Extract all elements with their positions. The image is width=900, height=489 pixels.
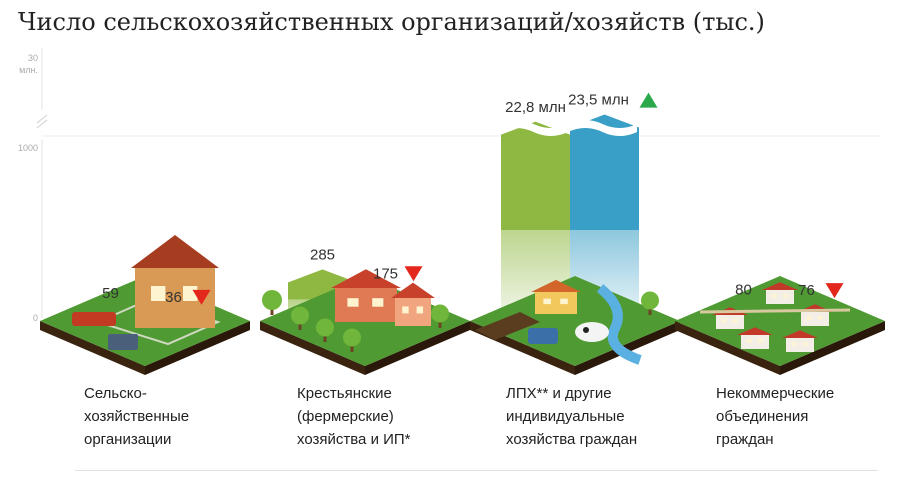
bar-solid-top — [570, 114, 639, 230]
down-arrow-icon — [192, 289, 211, 305]
farm-building-window — [151, 286, 166, 301]
river — [596, 284, 642, 365]
village-house-0-wall — [716, 315, 744, 329]
plot-tree-trunk — [648, 305, 652, 315]
farm-tree-4-crown — [343, 328, 361, 347]
chart-title: Число сельскохозяйственных организаций/х… — [18, 8, 765, 36]
village-house-0-window — [721, 319, 727, 323]
village-house-2-window — [817, 316, 823, 320]
cottage-window — [560, 298, 568, 305]
bar-break-wave — [568, 120, 637, 136]
category-label-household-plots: ЛПХ** и другие индивидуальные хозяйства гр… — [506, 385, 638, 448]
down-arrow-icon — [825, 283, 844, 299]
farm-tree-1-crown — [262, 290, 282, 310]
ground-tile-3 — [675, 276, 885, 366]
farmhouse-wall — [335, 288, 397, 322]
village-house-1-window — [782, 294, 788, 298]
cow-icon — [575, 322, 609, 342]
village-house-4-window — [791, 342, 797, 346]
farm-tree-3-trunk — [323, 332, 327, 342]
village-house-1-roof — [762, 282, 798, 290]
farmhouse-annex-window — [416, 306, 424, 314]
truck-icon — [108, 334, 138, 350]
village-house-1-wall — [766, 290, 794, 304]
village-house-3-window — [757, 339, 763, 343]
up-arrow-icon — [639, 92, 658, 108]
farm-tree-2-trunk — [298, 320, 302, 330]
farmhouse-annex-roof — [391, 282, 435, 298]
farm-tree-2-crown — [291, 306, 309, 325]
value-label: 23,5 млн — [568, 92, 629, 109]
farm-tree-5-trunk — [438, 318, 442, 328]
y-tick-label: 30 — [28, 53, 38, 63]
village-house-3-wall — [741, 335, 769, 349]
village-house-1-window — [771, 294, 777, 298]
farm-building-window — [183, 286, 198, 301]
village-house-4-roof — [782, 330, 818, 338]
ground-side — [145, 321, 250, 375]
farm-tree-5-crown — [431, 304, 449, 323]
village-house-3-window — [746, 339, 752, 343]
ground-tile-2 — [470, 276, 680, 366]
value-label: 80 — [735, 281, 752, 298]
value-labels: 59 36 285 175 22,8 млн 23,5 млн 80 76 — [102, 92, 844, 306]
y-tick-unit: млн. — [19, 65, 38, 75]
value-label: 36 — [165, 289, 182, 306]
village-house-2-window — [806, 316, 812, 320]
ground-side — [365, 321, 470, 375]
value-label: 22,8 млн — [505, 99, 566, 116]
value-label: 285 — [310, 247, 335, 264]
plot-tree-crown — [641, 291, 659, 310]
village-house-3-roof — [737, 327, 773, 335]
axis-break-mark — [36, 114, 48, 129]
combine-harvester-icon — [72, 312, 116, 326]
ground-side — [675, 321, 780, 375]
bar-solid-top — [501, 121, 570, 230]
farmhouse-annex-window — [402, 306, 409, 314]
value-label: 76 — [798, 282, 815, 299]
bar-break-wave — [499, 120, 568, 136]
cottage-wall — [535, 292, 577, 314]
y-tick-label: 0 — [33, 313, 38, 323]
plowed-field — [475, 312, 540, 340]
farmhouse-window — [347, 298, 359, 307]
category-label-agri-organizations: Сельско-хозяйственные организации — [84, 385, 190, 448]
farmhouse-window — [372, 298, 384, 307]
village-road — [699, 308, 851, 314]
ground-side — [575, 321, 680, 375]
y-axis: 0 1000 30 млн. — [18, 48, 880, 323]
village-house-4-window — [802, 342, 808, 346]
farm-building-roof — [131, 235, 219, 268]
category-label-nonprofit-unions: Некоммерческие объединения граждан — [716, 385, 835, 448]
farm-tree-4-trunk — [350, 342, 354, 352]
path-outline — [95, 298, 221, 346]
cottage-window — [543, 298, 551, 305]
farmhouse-annex-wall — [395, 298, 431, 326]
cottage-roof — [531, 279, 581, 292]
village-house-0-window — [732, 319, 738, 323]
down-arrow-icon — [404, 266, 423, 282]
ground-side — [40, 321, 145, 375]
ground-side — [780, 321, 885, 375]
bottom-divider — [75, 470, 878, 471]
value-label: 59 — [102, 285, 119, 302]
village-house-4-wall — [786, 338, 814, 352]
ground-side — [260, 321, 365, 375]
cow-spot — [583, 327, 589, 333]
car-icon — [528, 328, 558, 344]
farm-tree-3-crown — [316, 318, 334, 337]
y-tick-label: 1000 — [18, 143, 38, 153]
farmhouse-roof — [331, 269, 401, 288]
illustrations — [40, 235, 885, 375]
village-house-2-wall — [801, 312, 829, 326]
category-label-farms: Крестьянские (фермерские) хозяйства и ИП* — [297, 385, 411, 448]
value-label: 175 — [373, 265, 398, 282]
